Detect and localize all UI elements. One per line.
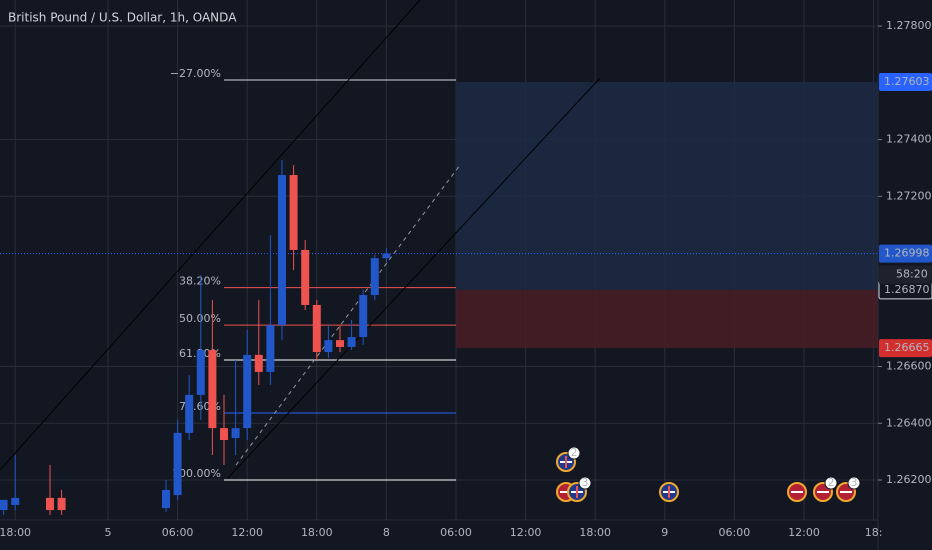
candle-body — [231, 428, 240, 439]
countdown-tag — [879, 265, 932, 284]
price-tag — [879, 72, 932, 91]
x-tick-label: 5 — [104, 526, 111, 539]
event-badge-label: 3 — [582, 476, 589, 489]
candle-body — [266, 325, 275, 372]
trend-line — [0, 0, 421, 471]
candle-body — [277, 175, 286, 326]
candle-body — [370, 258, 379, 296]
zones — [455, 81, 878, 349]
candle-body — [196, 350, 205, 395]
candle-body — [173, 432, 182, 496]
chart-title: British Pound / U.S. Dollar, 1h, OANDA — [8, 11, 237, 25]
fib-label: 100.00% — [172, 467, 221, 480]
trend-line — [227, 77, 601, 479]
event-badge — [567, 446, 581, 460]
candle-body — [312, 304, 321, 353]
x-tick-label: 12:00 — [510, 526, 542, 539]
y-tick-label: 1.26200 — [886, 473, 932, 486]
candle-body — [382, 253, 391, 259]
x-tick-label: 06:00 — [719, 526, 751, 539]
price-tag-label: 1.26870 — [884, 283, 930, 296]
candle-body — [11, 497, 20, 505]
price-zone — [455, 81, 878, 290]
x-tick-label: 18: — [865, 526, 883, 539]
y-tick-label: 1.26600 — [886, 360, 932, 373]
candles — [0, 160, 391, 515]
y-tick-label: 1.27200 — [886, 189, 932, 202]
price-tag-label: 1.26998 — [884, 247, 930, 260]
price-tag-label: 1.26665 — [884, 341, 930, 354]
x-tick-label: 06:00 — [440, 526, 472, 539]
price-tag — [879, 339, 932, 358]
countdown: 58:20 — [896, 268, 928, 281]
candle-body — [347, 337, 356, 347]
x-tick-label: 18:00 — [579, 526, 611, 539]
x-tick-label: 12:00 — [788, 526, 820, 539]
price-tag — [879, 244, 932, 263]
candle-body — [45, 497, 54, 511]
x-tick-label: 06:00 — [162, 526, 194, 539]
event-badge — [847, 476, 861, 490]
trend-line-dashed — [235, 164, 461, 466]
x-tick-label: 9 — [661, 526, 668, 539]
x-tick-label: 12:00 — [231, 526, 263, 539]
axis-labels: 18:00 5 06:00 12:00 18:00 8 06:00 12:00 18:00 9 06… — [0, 19, 932, 539]
y-tick-label: 1.27800 — [886, 19, 932, 32]
fib-label: 38.20% — [179, 275, 221, 288]
candle-body — [0, 499, 8, 511]
fib-label: 50.00% — [179, 312, 221, 325]
candle-body — [161, 489, 170, 509]
events: 2 3 2 3 — [556, 446, 861, 502]
candle-body — [359, 295, 368, 338]
price-zone — [455, 289, 878, 349]
candle-body — [243, 354, 252, 429]
candle-body — [57, 497, 66, 511]
fib-label: −27.00% — [170, 67, 221, 80]
event-badge — [578, 476, 592, 490]
candle-body — [219, 428, 228, 440]
x-tick-label: 18:00 — [301, 526, 333, 539]
candle-body — [324, 340, 333, 353]
event-badge — [824, 476, 838, 490]
x-tick-label: 8 — [383, 526, 390, 539]
event-badge-label: 2 — [828, 476, 835, 489]
candle-body — [254, 354, 263, 372]
candle-body — [185, 394, 194, 433]
candle-body — [335, 340, 344, 347]
y-tick-label: 1.26400 — [886, 416, 932, 429]
price-tag-label: 1.27603 — [884, 75, 930, 88]
event-badge-label: 2 — [571, 446, 578, 459]
candle-body — [301, 249, 310, 305]
candle-body — [208, 350, 217, 429]
x-tick-label: 18:00 — [0, 526, 31, 539]
event-badge-label: 3 — [851, 476, 858, 489]
y-tick-label: 1.27400 — [886, 133, 932, 146]
candle-body — [289, 175, 298, 250]
